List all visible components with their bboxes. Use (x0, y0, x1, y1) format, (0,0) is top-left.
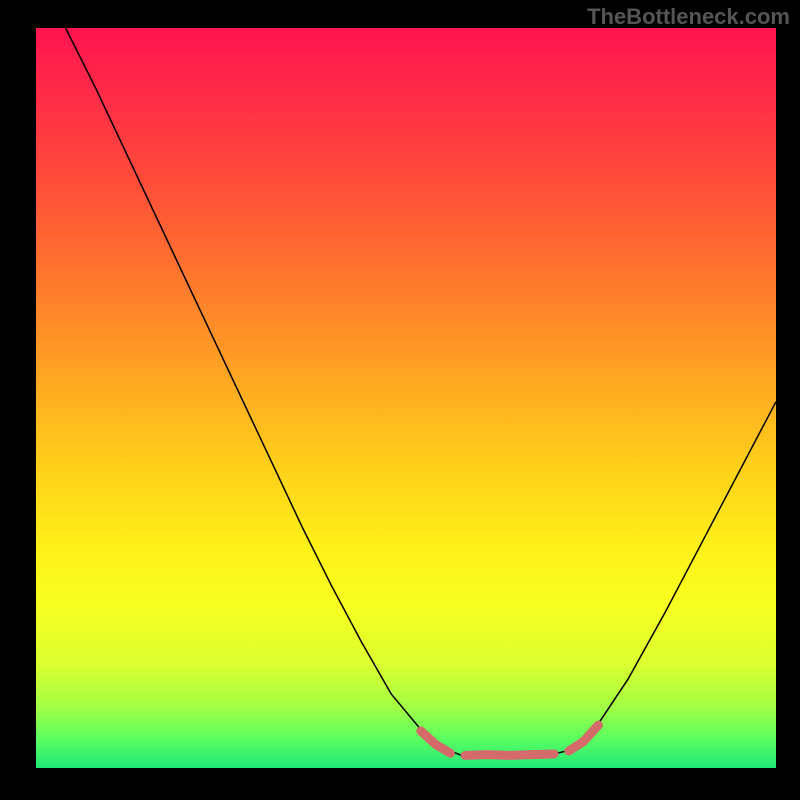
highlight-segment (465, 754, 554, 755)
bottleneck-chart (0, 0, 800, 800)
watermark-text: TheBottleneck.com (587, 4, 790, 30)
plot-background (36, 28, 776, 768)
